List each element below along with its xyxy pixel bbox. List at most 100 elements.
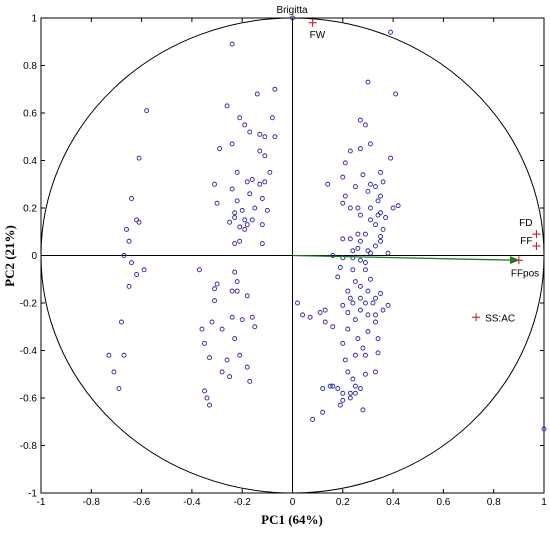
score-point: [365, 288, 371, 294]
score-point: [212, 298, 217, 304]
score-point: [355, 231, 361, 237]
score-point: [295, 300, 300, 306]
score-point: [136, 219, 142, 225]
score-point: [362, 371, 368, 377]
score-point: [219, 369, 225, 375]
score-point: [350, 376, 356, 382]
score-point: [217, 146, 223, 152]
score-point: [227, 374, 233, 380]
variable-markers: FW FD FF FFpos SS:AC: [308, 18, 541, 324]
score-point: [300, 312, 306, 318]
score-point: [322, 307, 328, 313]
score-point: [350, 255, 356, 261]
score-point: [317, 310, 323, 315]
score-point: [357, 295, 363, 301]
x-tick-label: 0.6: [436, 497, 450, 508]
y-tick-label: -0.6: [20, 394, 38, 405]
score-point: [269, 115, 275, 121]
score-point: [365, 79, 371, 85]
score-point: [207, 355, 212, 361]
score-point: [375, 350, 381, 356]
score-point: [373, 369, 378, 375]
score-point: [242, 217, 248, 223]
score-point: [340, 390, 346, 396]
score-point: [272, 86, 278, 92]
score-point: [345, 369, 351, 375]
y-tick-label: -0.2: [20, 299, 38, 310]
score-point: [380, 179, 386, 185]
score-point: [347, 205, 353, 211]
variable-label: FF: [520, 236, 532, 247]
score-point: [357, 257, 363, 263]
score-point: [320, 386, 326, 391]
variable-marker: FF: [520, 236, 541, 250]
score-point: [237, 224, 243, 230]
score-point: [242, 122, 248, 128]
score-point: [262, 134, 268, 140]
variable-label: SS:AC: [485, 313, 515, 324]
x-tick-label: 0.2: [336, 497, 350, 508]
score-point: [355, 336, 361, 342]
score-point: [380, 226, 386, 232]
score-point: [121, 253, 127, 258]
ffpos-arrow: [292, 254, 520, 265]
score-point: [124, 226, 129, 232]
score-point: [340, 340, 346, 346]
score-point: [264, 207, 270, 213]
score-point: [244, 293, 250, 299]
score-point: [378, 169, 383, 175]
y-tick-label: 0.8: [23, 61, 37, 72]
score-point: [368, 181, 373, 187]
score-point: [325, 181, 331, 187]
score-point: [106, 352, 112, 358]
score-point: [357, 117, 363, 123]
x-tick-label: 0.4: [386, 497, 400, 508]
score-point: [257, 148, 263, 154]
score-point: [111, 369, 117, 375]
score-point: [237, 352, 243, 358]
score-point: [340, 302, 346, 308]
score-point: [373, 319, 378, 325]
variable-marker: FW: [308, 18, 326, 41]
score-point: [202, 388, 207, 394]
score-point: [257, 181, 263, 187]
score-point: [232, 215, 238, 220]
score-point: [357, 212, 363, 218]
score-point: [368, 205, 373, 211]
score-point: [134, 272, 140, 277]
score-point: [362, 122, 368, 128]
score-point: [227, 219, 233, 225]
score-point: [368, 276, 373, 282]
score-point: [360, 345, 366, 351]
score-point: [395, 203, 401, 209]
score-point: [204, 395, 210, 401]
x-tick-label: -1: [37, 497, 46, 508]
score-point: [209, 319, 215, 325]
y-tick-label: 0.2: [23, 204, 37, 215]
score-points: [106, 15, 547, 432]
x-axis-title: PC1 (64%): [261, 512, 323, 527]
score-point: [254, 91, 260, 97]
score-point: [252, 205, 258, 211]
score-point: [345, 310, 351, 315]
score-point: [342, 160, 348, 166]
score-point: [244, 179, 250, 185]
x-tick-label: -0.6: [133, 497, 151, 508]
score-point: [141, 267, 147, 273]
score-point: [234, 279, 240, 285]
score-point: [357, 146, 363, 152]
score-point: [249, 314, 255, 320]
score-point: [234, 169, 240, 175]
score-point: [378, 238, 383, 244]
score-point: [244, 364, 250, 370]
score-point: [119, 319, 124, 325]
score-point: [144, 108, 150, 114]
score-point: [232, 241, 238, 247]
score-point: [365, 188, 371, 194]
score-point: [212, 286, 217, 292]
variable-marker: FD: [519, 218, 541, 239]
score-point: [388, 155, 394, 161]
score-point: [252, 324, 258, 330]
score-point: [242, 226, 248, 232]
score-point: [259, 241, 265, 247]
